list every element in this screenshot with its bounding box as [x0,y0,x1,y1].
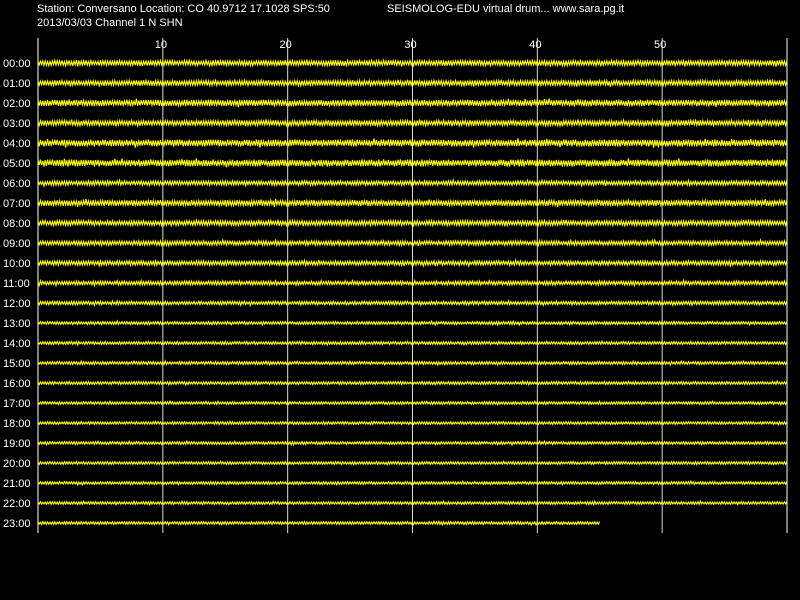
hour-label: 00:00 [3,58,31,70]
x-tick-labels: 10 20 30 40 50 [155,39,667,51]
x-tick-label-40: 40 [529,39,541,51]
trace-1700 [37,399,788,407]
hour-label: 18:00 [3,418,31,430]
hour-labels: 00:00 01:00 02:00 03:00 04:00 05:00 06:00 07:00… [3,58,31,530]
hour-label: 09:00 [3,238,31,250]
hour-label: 04:00 [3,138,31,150]
trace-0100 [37,78,788,88]
trace-1800 [37,420,788,427]
trace-1400 [37,339,788,347]
trace-1500 [37,359,788,367]
trace-0900 [37,237,788,248]
hour-label: 06:00 [3,178,31,190]
trace-1900 [37,439,788,447]
trace-layer [37,58,788,527]
trace-0700 [37,198,788,208]
hour-label: 08:00 [3,218,31,230]
trace-0400 [37,138,788,148]
hour-label: 10:00 [3,258,31,270]
brand-title: SEISMOLOG-EDU virtual drum... www.sara.p… [387,3,625,15]
hour-label: 15:00 [3,358,31,370]
trace-1100 [37,278,788,288]
trace-2300 [37,519,601,527]
trace-0800 [37,217,788,228]
station-info: Station: Conversano Location: CO 40.9712… [37,3,330,15]
hour-label: 13:00 [3,318,31,330]
trace-1300 [37,319,788,327]
hour-label: 21:00 [3,478,31,490]
x-tick-label-50: 50 [654,39,666,51]
hour-label: 20:00 [3,458,31,470]
trace-1200 [37,299,788,308]
trace-0600 [37,177,788,189]
trace-0500 [37,158,788,168]
x-tick-label-10: 10 [155,39,167,51]
grid-layer [37,38,788,533]
hour-label: 22:00 [3,498,31,510]
trace-0300 [37,118,788,129]
hour-label: 17:00 [3,398,31,410]
trace-1600 [37,379,788,387]
hour-label: 05:00 [3,158,31,170]
trace-0000 [37,58,788,68]
trace-0200 [37,98,788,108]
hour-label: 07:00 [3,198,31,210]
hour-label: 03:00 [3,118,31,130]
trace-1000 [37,258,788,268]
hour-label: 19:00 [3,438,31,450]
hour-label: 16:00 [3,378,31,390]
trace-2200 [37,499,788,507]
x-tick-label-30: 30 [404,39,416,51]
hour-label: 23:00 [3,518,31,530]
trace-2000 [37,460,788,467]
hour-label: 14:00 [3,338,31,350]
hour-label: 11:00 [3,278,30,290]
x-tick-label-20: 20 [280,39,292,51]
hour-label: 12:00 [3,298,31,310]
hour-label: 02:00 [3,98,31,110]
date-channel-info: 2013/03/03 Channel 1 N SHN [37,17,183,29]
trace-2100 [37,479,788,487]
hour-label: 01:00 [3,78,31,90]
